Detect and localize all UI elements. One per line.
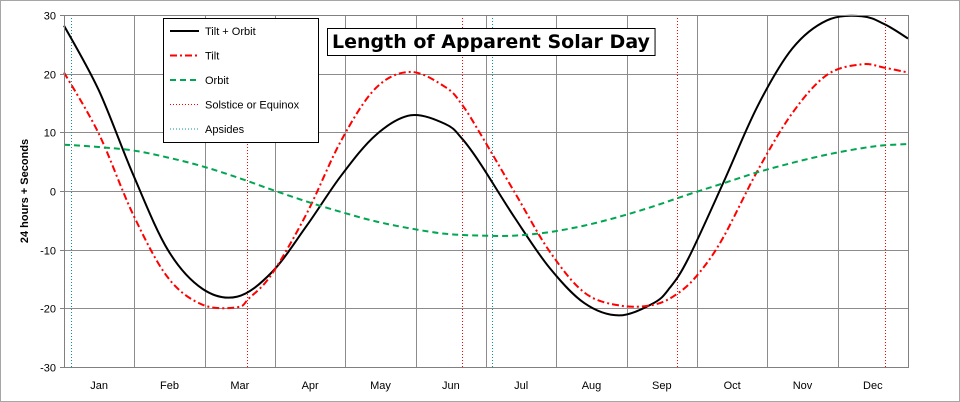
x-tick-label: Jul [514,380,528,392]
x-tick-label: Dec [863,380,883,392]
series-lines [63,14,909,317]
x-tick-label: Mar [230,380,249,392]
y-tick-label: -20 [40,304,56,316]
x-tick-label: Oct [724,380,741,392]
chart-title-box: Length of Apparent Solar Day [327,28,656,56]
chart-title: Length of Apparent Solar Day [332,31,651,53]
y-tick-label: 10 [44,128,56,140]
x-tick-label: Sep [652,380,672,392]
chart-title-border [327,28,656,56]
x-tick-label: Aug [582,380,602,392]
series-line-2 [63,143,909,237]
series-line-1 [63,63,909,310]
series-line-0 [63,14,909,317]
legend: Tilt + Orbit Tilt Orbit Solstice or Equinox… [163,18,319,143]
y-tick-label: 30 [44,11,56,23]
x-tick-label: Feb [160,380,179,392]
x-tick-label: Jan [90,380,108,392]
y-axis-ticks: -30 -20 -10 0 10 20 30 [40,11,64,375]
y-axis-title: 24 hours + Seconds [19,139,31,243]
legend-label: Orbit [205,75,229,87]
x-tick-label: Nov [793,380,813,392]
y-tick-label: -10 [40,246,56,258]
x-axis-ticks: Jan Feb Mar Apr May Jun Jul Aug Sep Oct Nov Dec [90,380,883,392]
legend-label: Apsides [205,124,245,136]
legend-box [163,18,319,143]
legend-label: Tilt + Orbit [205,26,256,38]
y-tick-label: 20 [44,70,56,82]
y-tick-label: -30 [40,363,56,375]
y-tick-label: 0 [50,187,56,199]
x-tick-label: Apr [302,380,319,392]
legend-label: Tilt [205,51,219,63]
x-tick-label: May [370,380,391,392]
legend-label: Solstice or Equinox [205,100,300,112]
plot-border [64,15,909,368]
x-tick-label: Jun [442,380,460,392]
